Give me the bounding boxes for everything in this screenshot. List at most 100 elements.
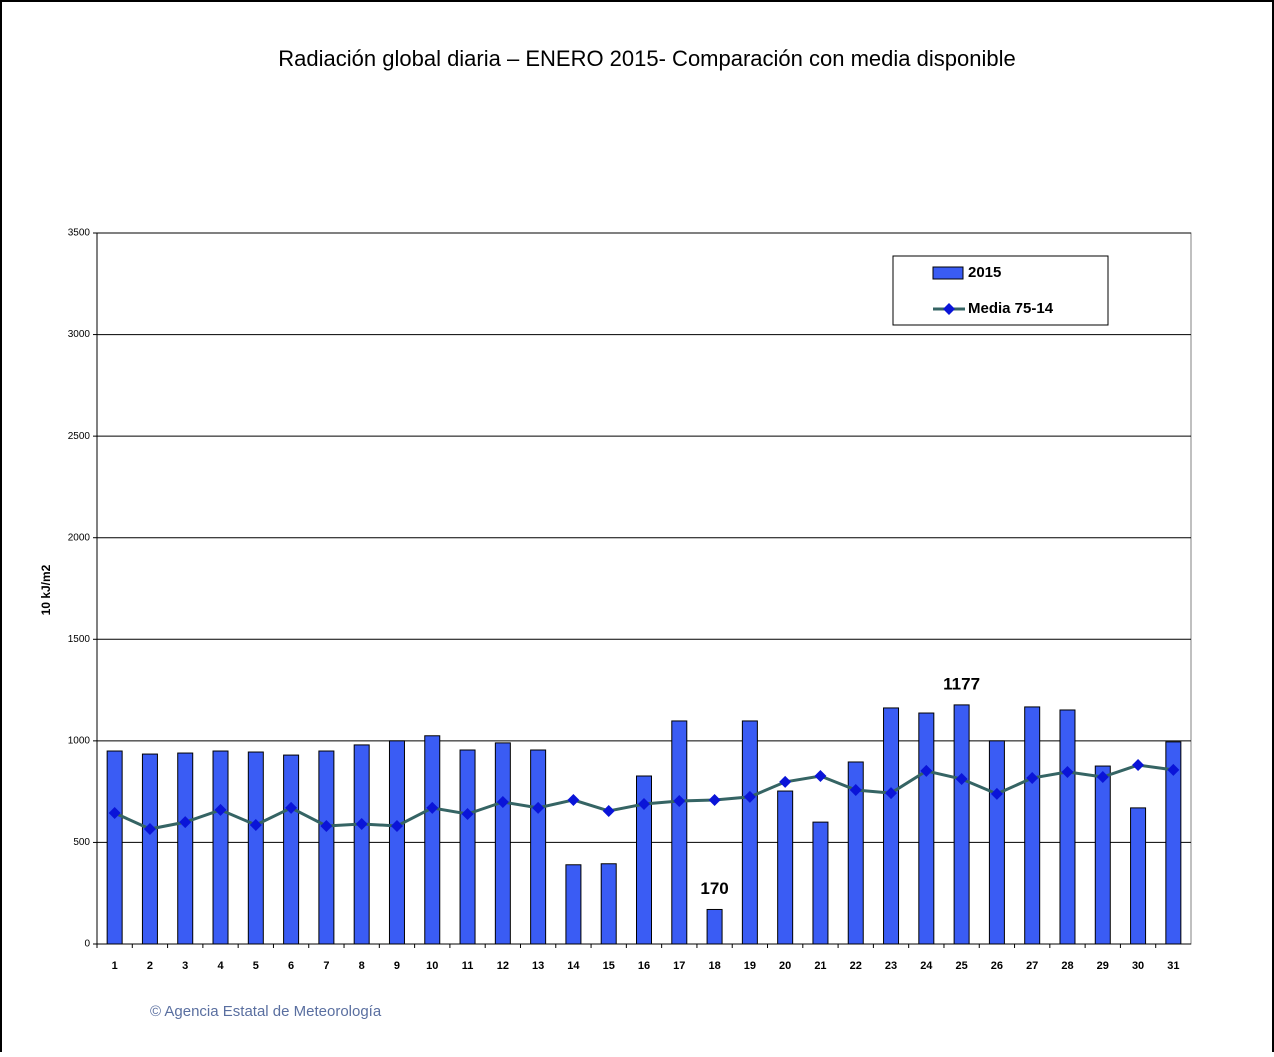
x-tick-label: 9 — [394, 960, 400, 972]
marker — [1167, 763, 1180, 776]
x-tick-label: 12 — [497, 960, 509, 972]
x-tick-label: 6 — [288, 960, 294, 972]
marker — [673, 794, 686, 807]
x-tick-label: 1 — [112, 960, 118, 972]
marker — [849, 784, 862, 797]
bar — [565, 864, 582, 945]
x-tick-label: 26 — [991, 960, 1003, 972]
data-label: 170 — [700, 879, 728, 898]
marker — [249, 818, 262, 831]
x-tick-label: 23 — [885, 960, 897, 972]
x-tick-label: 27 — [1026, 960, 1038, 972]
bar — [283, 754, 300, 945]
y-tick-label: 0 — [84, 939, 90, 950]
y-tick-label: 3000 — [68, 329, 91, 340]
marker — [285, 801, 298, 814]
bar — [777, 790, 794, 945]
y-tick-label: 3500 — [68, 228, 91, 239]
x-tick-label: 25 — [955, 960, 967, 972]
bar — [636, 775, 652, 945]
bar — [706, 908, 723, 945]
x-tick-label: 4 — [217, 960, 224, 972]
data-label: 1177 — [943, 674, 980, 693]
x-tick-label: 20 — [779, 960, 791, 972]
y-tick-label: 1000 — [68, 735, 91, 746]
marker — [602, 804, 615, 817]
marker — [779, 775, 792, 788]
x-tick-label: 18 — [708, 960, 720, 972]
x-tick-label: 21 — [814, 960, 826, 972]
marker — [920, 764, 933, 777]
x-tick-label: 28 — [1061, 960, 1073, 972]
marker — [461, 807, 474, 820]
y-axis-label: 10 kJ/m2 — [39, 564, 53, 615]
legend-marker — [943, 303, 955, 315]
bar — [988, 740, 1005, 945]
x-tick-label: 2 — [147, 960, 153, 972]
bar — [1165, 741, 1182, 945]
x-tick-label: 5 — [253, 960, 259, 972]
legend-label: Media 75-14 — [968, 300, 1054, 317]
x-tick-label: 10 — [426, 960, 438, 972]
x-tick-label: 16 — [638, 960, 650, 972]
bar — [812, 821, 829, 945]
x-tick-label: 22 — [850, 960, 862, 972]
marker — [320, 819, 333, 832]
chart-title: Radiación global diaria – ENERO 2015- Co… — [278, 46, 1015, 71]
x-tick-label: 30 — [1132, 960, 1144, 972]
y-tick-label: 2000 — [68, 532, 91, 543]
bar — [177, 752, 194, 945]
marker — [1026, 772, 1039, 785]
bar — [1024, 706, 1041, 945]
marker — [390, 819, 403, 832]
bar — [1059, 709, 1076, 945]
marker — [1096, 771, 1109, 784]
bar — [847, 761, 864, 945]
bar — [494, 742, 511, 945]
x-tick-label: 3 — [182, 960, 188, 972]
marker — [1132, 759, 1145, 772]
x-tick-label: 8 — [359, 960, 365, 972]
marker — [743, 790, 756, 803]
marker — [214, 803, 227, 816]
x-tick-label: 19 — [744, 960, 756, 972]
marker — [143, 823, 156, 836]
marker — [814, 770, 827, 783]
bar — [106, 750, 123, 945]
bar — [141, 753, 158, 945]
bar — [918, 712, 935, 945]
marker — [955, 773, 968, 786]
marker — [567, 793, 580, 806]
x-tick-label: 17 — [673, 960, 685, 972]
marker — [1061, 765, 1074, 778]
bar — [212, 750, 229, 945]
marker — [708, 793, 721, 806]
x-tick-label: 31 — [1167, 960, 1179, 972]
bar — [530, 749, 547, 945]
marker — [426, 801, 439, 814]
bar — [353, 744, 370, 945]
x-tick-label: 29 — [1097, 960, 1109, 972]
bar — [318, 750, 335, 945]
marker — [638, 798, 650, 811]
bar — [459, 749, 476, 945]
bar — [1130, 807, 1147, 945]
marker — [108, 806, 121, 819]
x-tick-label: 15 — [603, 960, 615, 972]
marker — [532, 801, 545, 814]
legend-label: 2015 — [968, 264, 1001, 281]
x-tick-label: 13 — [532, 960, 544, 972]
marker — [355, 817, 368, 830]
marker — [990, 787, 1003, 800]
x-tick-label: 11 — [462, 960, 474, 972]
legend-box — [892, 255, 1109, 326]
marker — [179, 816, 192, 829]
x-tick-label: 7 — [323, 960, 329, 972]
y-tick-label: 2500 — [68, 431, 91, 442]
y-tick-label: 500 — [73, 837, 90, 848]
bar — [600, 863, 617, 945]
bar — [388, 740, 405, 945]
